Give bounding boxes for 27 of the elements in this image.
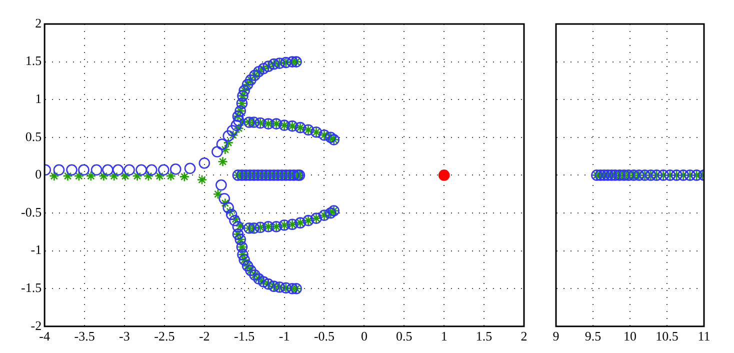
x-tick-label: -2 bbox=[198, 328, 210, 344]
y-tick-label: -1.5 bbox=[20, 280, 42, 296]
x-tick-label: 1.5 bbox=[476, 328, 492, 344]
x-tick-label: 9.5 bbox=[584, 328, 602, 344]
y-tick-label: 0 bbox=[35, 166, 42, 182]
y-tick-label: -2 bbox=[30, 318, 42, 333]
x-tick-label: 10.5 bbox=[656, 328, 678, 344]
y-tick-label: 0.5 bbox=[25, 128, 42, 144]
x-tick-label: 2 bbox=[520, 328, 528, 344]
x-tick-label: -0.5 bbox=[314, 328, 335, 344]
x-tick-label: -4 bbox=[39, 328, 50, 344]
y-tick-label: -0.5 bbox=[20, 204, 42, 220]
y-tick-label: 1.5 bbox=[25, 53, 42, 68]
x-tick-label: 10 bbox=[624, 328, 636, 344]
x-tick-label: 9 bbox=[552, 328, 560, 344]
x-tick-label: -2.5 bbox=[154, 328, 175, 344]
y-tick-label: -1 bbox=[30, 242, 42, 258]
x-tick-label: 11 bbox=[698, 328, 710, 344]
x-tick-label: -1 bbox=[278, 328, 290, 344]
y-tick-label: 1 bbox=[35, 91, 42, 106]
x-tick-label: -3.5 bbox=[74, 328, 95, 344]
x-tick-label: 0 bbox=[360, 328, 368, 344]
x-tick-label: 1 bbox=[440, 328, 448, 344]
x-tick-label: -1.5 bbox=[234, 328, 255, 344]
y-tick-label: 2 bbox=[35, 15, 42, 30]
x-tick-label: 0.5 bbox=[396, 328, 412, 344]
x-tick-label: -3 bbox=[119, 328, 130, 344]
